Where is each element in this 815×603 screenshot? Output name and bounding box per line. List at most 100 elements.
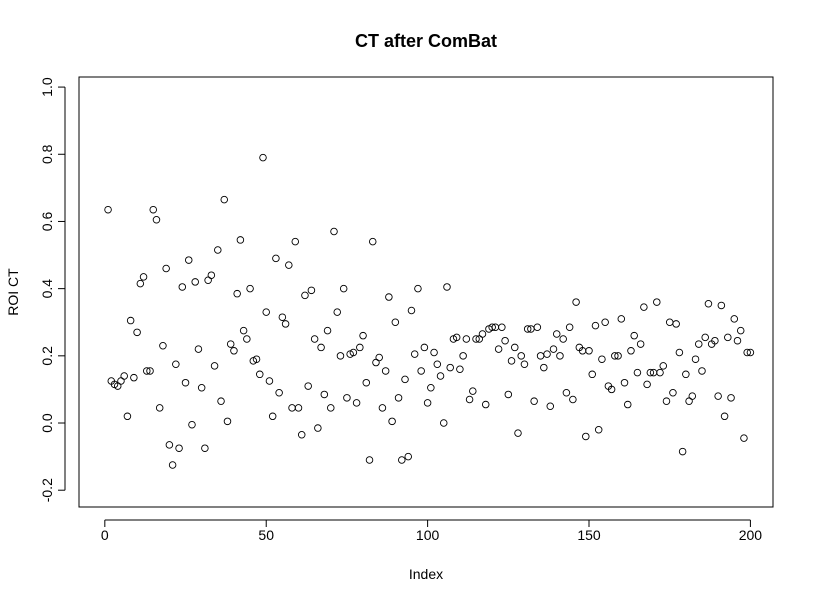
data-point bbox=[472, 335, 480, 343]
data-point bbox=[243, 335, 251, 343]
data-point bbox=[688, 392, 697, 400]
data-point bbox=[394, 394, 403, 402]
data-point bbox=[481, 400, 490, 409]
data-point bbox=[420, 343, 429, 352]
data-point bbox=[349, 348, 358, 357]
data-point bbox=[530, 397, 538, 405]
data-point bbox=[407, 306, 416, 315]
data-point bbox=[310, 335, 319, 343]
y-tick-label: 0.6 bbox=[39, 212, 55, 232]
data-point bbox=[469, 387, 477, 395]
data-point bbox=[672, 320, 680, 328]
data-point bbox=[736, 326, 745, 335]
data-point bbox=[423, 399, 432, 407]
data-point bbox=[714, 392, 722, 400]
data-point bbox=[462, 335, 471, 343]
data-point bbox=[375, 353, 383, 362]
data-point bbox=[711, 336, 719, 345]
data-point bbox=[214, 246, 222, 254]
data-point bbox=[594, 425, 603, 434]
data-point bbox=[740, 434, 748, 442]
data-point bbox=[197, 383, 206, 392]
data-point bbox=[620, 378, 629, 387]
data-point bbox=[330, 227, 338, 236]
data-point bbox=[155, 404, 164, 412]
data-point bbox=[556, 352, 564, 360]
data-point bbox=[430, 348, 438, 357]
data-point bbox=[427, 383, 435, 392]
data-point bbox=[207, 271, 216, 279]
data-point bbox=[572, 298, 580, 306]
data-point bbox=[443, 283, 451, 291]
data-point bbox=[507, 357, 516, 365]
data-point bbox=[691, 355, 700, 363]
data-point bbox=[656, 368, 664, 377]
x-tick-label: 100 bbox=[416, 527, 440, 543]
data-point bbox=[133, 328, 141, 337]
data-point bbox=[404, 452, 412, 461]
data-point bbox=[278, 313, 287, 321]
data-point bbox=[433, 360, 442, 368]
data-point bbox=[301, 291, 309, 300]
data-point bbox=[559, 335, 567, 343]
data-point bbox=[452, 333, 461, 342]
data-point bbox=[352, 399, 361, 407]
data-point bbox=[385, 293, 393, 301]
data-point bbox=[184, 256, 193, 264]
data-point bbox=[268, 412, 277, 421]
y-tick-label: 0.8 bbox=[39, 144, 55, 164]
x-tick-label: 150 bbox=[577, 527, 601, 543]
data-point bbox=[546, 402, 555, 410]
data-point bbox=[139, 273, 148, 281]
data-point bbox=[339, 284, 348, 293]
data-point bbox=[194, 345, 203, 353]
data-point bbox=[501, 336, 509, 345]
data-point bbox=[552, 330, 561, 338]
data-point bbox=[217, 397, 225, 405]
data-point bbox=[168, 461, 177, 469]
data-point bbox=[120, 372, 128, 380]
data-point bbox=[659, 362, 668, 370]
data-point bbox=[669, 389, 677, 397]
data-point bbox=[175, 444, 183, 452]
data-point bbox=[162, 264, 170, 273]
data-point bbox=[569, 395, 577, 404]
data-point bbox=[165, 441, 174, 449]
data-point bbox=[504, 390, 513, 399]
data-point bbox=[646, 368, 655, 377]
data-point bbox=[362, 378, 371, 387]
data-point bbox=[230, 347, 238, 355]
data-point bbox=[130, 373, 138, 382]
data-point bbox=[365, 456, 374, 464]
x-axis-label: Index bbox=[409, 566, 443, 582]
data-point bbox=[517, 352, 525, 360]
data-point bbox=[149, 205, 157, 214]
data-point bbox=[191, 278, 199, 286]
data-point bbox=[465, 395, 474, 404]
data-point bbox=[123, 412, 132, 421]
data-point bbox=[239, 326, 248, 335]
data-point bbox=[259, 153, 267, 162]
data-point bbox=[536, 352, 545, 360]
data-point bbox=[143, 367, 151, 375]
chart-title: CT after ComBat bbox=[355, 31, 497, 51]
data-point bbox=[617, 315, 626, 323]
data-point bbox=[343, 394, 351, 402]
data-point bbox=[410, 350, 419, 358]
data-point bbox=[675, 348, 684, 357]
data-point bbox=[720, 412, 729, 421]
data-point bbox=[704, 300, 713, 308]
data-point bbox=[653, 298, 661, 306]
data-point bbox=[601, 318, 609, 326]
data-point bbox=[262, 308, 270, 316]
data-point bbox=[665, 318, 674, 326]
data-point bbox=[717, 301, 726, 310]
data-point bbox=[533, 323, 542, 332]
data-point bbox=[459, 352, 467, 360]
data-point bbox=[724, 333, 732, 342]
data-point bbox=[698, 367, 706, 375]
data-point bbox=[540, 363, 548, 372]
data-point bbox=[307, 286, 316, 295]
data-point bbox=[388, 417, 396, 426]
data-point bbox=[436, 372, 445, 380]
